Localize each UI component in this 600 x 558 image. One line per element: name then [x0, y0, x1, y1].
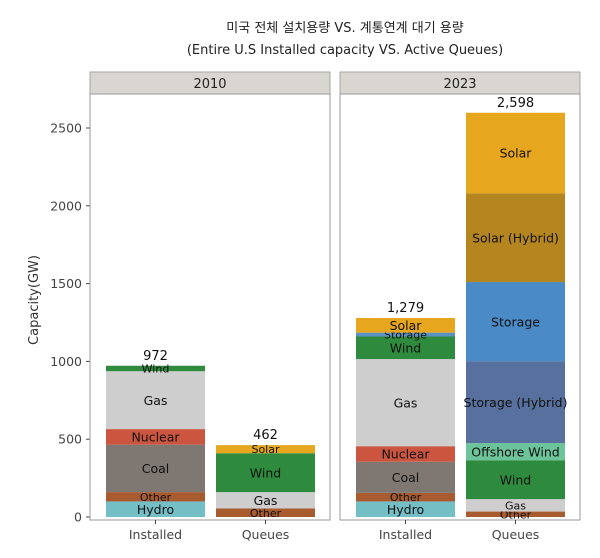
- bar-segment-storage-hybrid: [466, 361, 565, 444]
- segment-label: Nuclear: [131, 429, 180, 444]
- bar-segment-other: [356, 492, 455, 502]
- bar-segment-solar: [466, 112, 565, 194]
- bar-segment-nuclear: [106, 429, 205, 445]
- x-tick-label: Installed: [379, 527, 432, 542]
- bar-segment-coal: [356, 461, 455, 493]
- bar-total-label: 2,598: [497, 96, 534, 111]
- segment-label: Gas: [505, 499, 526, 512]
- bar-segment-gas: [356, 359, 455, 447]
- segment-label: Other: [250, 507, 282, 520]
- chart-title: 미국 전체 설치용량 VS. 계통연계 대기 용량: [226, 21, 463, 36]
- x-tick-label: Queues: [492, 527, 540, 542]
- segment-label: Wind: [142, 363, 170, 376]
- segment-label: Wind: [390, 340, 421, 355]
- y-tick-label: 1500: [50, 276, 82, 291]
- segment-label: Gas: [394, 395, 418, 410]
- segment-label: Hydro: [387, 502, 424, 517]
- bar-segment-other: [216, 508, 315, 517]
- panel-frame: [339, 93, 581, 521]
- bar-segment-hydro: [356, 501, 455, 517]
- bar-segment-nuclear: [356, 446, 455, 462]
- bar-segment-wind: [466, 460, 565, 500]
- segment-label: Coal: [392, 470, 420, 485]
- y-tick-label: 500: [58, 432, 82, 447]
- y-axis-label: Capacity(GW): [27, 255, 42, 345]
- y-tick-label: 2000: [50, 198, 82, 213]
- segment-label: Gas: [254, 493, 278, 508]
- bar-segment-hydro: [106, 501, 205, 517]
- bar-segment-gas: [466, 499, 565, 512]
- facet-label: 2010: [193, 77, 226, 92]
- x-tick-label: Queues: [242, 527, 290, 542]
- segment-label: Solar: [390, 318, 423, 333]
- bar-segment-gas: [216, 492, 315, 509]
- segment-label: Storage (Hybrid): [464, 395, 568, 410]
- chart-subtitle: (Entire U.S Installed capacity VS. Activ…: [187, 43, 503, 58]
- bar-segment-wind: [216, 453, 315, 493]
- segment-label: Wind: [500, 472, 531, 487]
- segment-label: Solar (Hybrid): [472, 230, 559, 245]
- bar-segment-wind: [356, 336, 455, 360]
- segment-label: Coal: [142, 461, 170, 476]
- x-tick-label: Installed: [129, 527, 182, 542]
- y-tick-label: 0: [74, 510, 82, 525]
- segment-label: Offshore Wind: [471, 444, 559, 459]
- segment-label: Nuclear: [381, 447, 430, 462]
- bar-segment-storage: [466, 282, 565, 362]
- segment-label: Wind: [250, 465, 281, 480]
- bar-segment-other: [106, 492, 205, 502]
- bar-segment-gas: [106, 371, 205, 430]
- segment-label: Hydro: [137, 502, 174, 517]
- bar-segment-coal: [106, 444, 205, 493]
- bar-segment-solar: [356, 317, 455, 333]
- segment-label: Other: [390, 491, 422, 504]
- bar-total-label: 1,279: [387, 301, 424, 316]
- segment-label: Other: [500, 508, 532, 521]
- bar-segment-wind: [106, 365, 205, 372]
- plot-area: 050010001500200025002010HydroOtherCoalNu…: [50, 71, 581, 542]
- y-tick-label: 1000: [50, 354, 82, 369]
- panel-frame: [89, 93, 331, 521]
- segment-label: Gas: [144, 393, 168, 408]
- segment-label: Other: [140, 491, 172, 504]
- segment-label: Solar: [251, 443, 280, 456]
- bar-segment-other: [466, 511, 565, 517]
- bar-segment-solar: [216, 445, 315, 454]
- facet-label: 2023: [443, 77, 476, 92]
- bar-segment-offshore-wind: [466, 443, 565, 461]
- bar-segment-storage: [356, 332, 455, 337]
- bar-total-label: 972: [143, 349, 168, 364]
- bar-segment-solar-hybrid: [466, 193, 565, 283]
- y-tick-label: 2500: [50, 121, 82, 136]
- segment-label: Storage: [491, 314, 540, 329]
- bar-total-label: 462: [253, 428, 278, 443]
- segment-label: Solar: [500, 146, 533, 161]
